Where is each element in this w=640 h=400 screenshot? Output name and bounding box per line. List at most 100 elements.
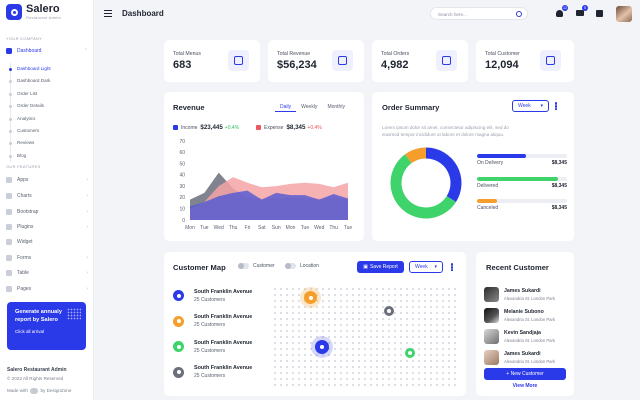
donut-slice-1 [390, 154, 456, 219]
map-marker-orange[interactable] [304, 291, 317, 304]
list-item[interactable]: Melanie Subono Alexandria St. London Park [484, 305, 570, 326]
y-tick-label: 30 [179, 184, 185, 190]
submenu-dashboard-light[interactable]: Dashboard Light [9, 63, 51, 75]
sidebar-item-label: Table [17, 269, 29, 276]
sidebar-item-charts[interactable]: Charts › [6, 190, 88, 201]
sidebar-item-widget[interactable]: Widget [6, 236, 88, 247]
caret-down-icon: ▾ [540, 103, 543, 109]
chevron-right-icon: › [86, 223, 88, 230]
y-tick-label: 10 [179, 207, 185, 213]
sidebar-item-plugins[interactable]: Plugins › [6, 221, 88, 232]
list-item[interactable]: South Franklin Avenue 25 Customers [173, 360, 268, 386]
user-avatar[interactable] [616, 6, 632, 22]
tab-daily[interactable]: Daily [275, 102, 297, 112]
search-icon[interactable] [516, 11, 522, 17]
period-value: Week [415, 264, 428, 270]
plugin-icon [6, 223, 12, 230]
chevron-right-icon: › [86, 176, 88, 183]
map-marker-blue[interactable] [315, 340, 329, 354]
search-input[interactable]: Search here... [430, 7, 528, 20]
menu-toggle-icon[interactable] [104, 10, 112, 17]
customer-name: Kevin Sandjaja [504, 330, 541, 337]
submenu-order-details[interactable]: Order Details [9, 100, 51, 112]
brand-subtitle: Restaurant Admin [26, 15, 61, 20]
view-more-link[interactable]: View More [512, 383, 538, 389]
list-item[interactable]: James Sukardi Alexandria St. London Park [484, 284, 570, 305]
map-marker-gray[interactable] [384, 306, 394, 316]
more-options-icon[interactable] [555, 102, 557, 110]
shopping-bag-icon[interactable] [596, 10, 603, 17]
sidebar-item-bootstrap[interactable]: Bootstrap › [6, 206, 88, 217]
sidebar-item-label: Bootstrap [17, 208, 39, 215]
sidebar-item-label: Forms [17, 254, 32, 261]
location-name: South Franklin Avenue [194, 314, 253, 321]
customer-icon [540, 50, 561, 71]
order-item-delivered: Delivered $8,345 [477, 177, 567, 189]
sidebar-item-pages[interactable]: Pages › [6, 283, 88, 294]
tab-monthly[interactable]: Monthly [327, 104, 345, 110]
footer-copyright: © 2022 All Rights Reserved [7, 376, 64, 381]
avatar [484, 350, 499, 365]
list-item[interactable]: South Franklin Avenue 25 Customers [173, 334, 268, 360]
promo-card[interactable]: Generate annualy report by Salero Click … [7, 302, 86, 350]
save-report-button[interactable]: ▣ Save Report [357, 261, 404, 273]
list-item[interactable]: South Franklin Avenue 25 Customers [173, 309, 268, 335]
submenu-analytics[interactable]: Analytics [9, 113, 51, 125]
brand-logo[interactable]: Salero Restaurant Admin [6, 4, 61, 20]
toggle-switch[interactable] [285, 263, 296, 269]
list-item[interactable]: James Sukardi Alexandria St. London Park [484, 347, 570, 368]
toggle-switch[interactable] [238, 263, 249, 269]
promo-link[interactable]: Click all arrival [15, 329, 45, 334]
sidebar-item-label: Apps [17, 176, 29, 183]
sidebar-item-label: Pages [17, 285, 32, 292]
sidebar-item-forms[interactable]: Forms › [6, 252, 88, 263]
order-item-canceled: Canceled $8,345 [477, 199, 567, 211]
y-tick-label: 70 [179, 139, 185, 145]
submenu-order-list[interactable]: Order List [9, 88, 51, 100]
sidebar-item-dashboard[interactable]: Dashboard ⌃ [6, 45, 88, 56]
sidebar-item-apps[interactable]: Apps › [6, 174, 88, 185]
customer-name: James Sukardi [504, 288, 541, 295]
submenu-dashboard-dark[interactable]: Dashboard Dark [9, 75, 51, 87]
toggle-location[interactable]: Location [285, 263, 319, 269]
x-tick-label: Tue [200, 225, 209, 231]
expense-legend: Expense $8,345 +0.4% [256, 124, 322, 131]
sidebar-item-table[interactable]: Table › [6, 267, 88, 278]
location-count: 25 Customers [194, 347, 226, 354]
location-count: 25 Customers [194, 373, 226, 380]
toggle-customer[interactable]: Customer [238, 263, 275, 269]
brand-name: Salero [26, 3, 60, 15]
customer-map-period-select[interactable]: Week ▾ [409, 261, 443, 273]
submenu-blog[interactable]: Blog [9, 150, 51, 162]
map-marker-green[interactable] [405, 348, 415, 358]
order-summary-period-select[interactable]: Week ▾ [512, 100, 549, 112]
more-options-icon[interactable] [451, 263, 453, 271]
search-placeholder: Search here... [438, 12, 467, 17]
list-item[interactable]: Kevin Sandjaja Alexandria St. London Park [484, 326, 570, 347]
stat-card-customer: Total Customer 12,094 [476, 40, 574, 82]
order-item-value: $8,345 [551, 159, 567, 166]
list-item[interactable]: South Franklin Avenue 25 Customers [173, 283, 268, 309]
world-map[interactable] [272, 286, 458, 390]
stat-card-revenue: Total Revenue $56,234 [268, 40, 364, 82]
customer-list: James Sukardi Alexandria St. London Park … [484, 284, 570, 368]
stat-value: 4,982 [381, 59, 409, 71]
customer-address: Alexandria St. London Park [504, 316, 555, 322]
mail-icon[interactable] [576, 10, 584, 16]
avatar [484, 329, 499, 344]
bell-icon[interactable] [556, 10, 563, 17]
avatar [484, 308, 499, 323]
toggle-location-label: Location [300, 263, 319, 269]
new-customer-button[interactable]: + New Customer [484, 368, 566, 380]
donut-slice-0 [425, 147, 462, 203]
chevron-right-icon: › [86, 254, 88, 261]
revenue-tabs: Daily Weekly Monthly [275, 102, 350, 112]
revenue-title: Revenue [173, 103, 205, 112]
income-swatch [173, 125, 178, 130]
submenu-customers[interactable]: Customers [9, 125, 51, 137]
income-legend: Income $23,445 +0.4% [173, 124, 239, 131]
tab-weekly[interactable]: Weekly [301, 104, 318, 110]
income-label: Income [181, 124, 198, 131]
submenu-reviews[interactable]: Reviews [9, 137, 51, 149]
heart-icon [30, 388, 39, 394]
